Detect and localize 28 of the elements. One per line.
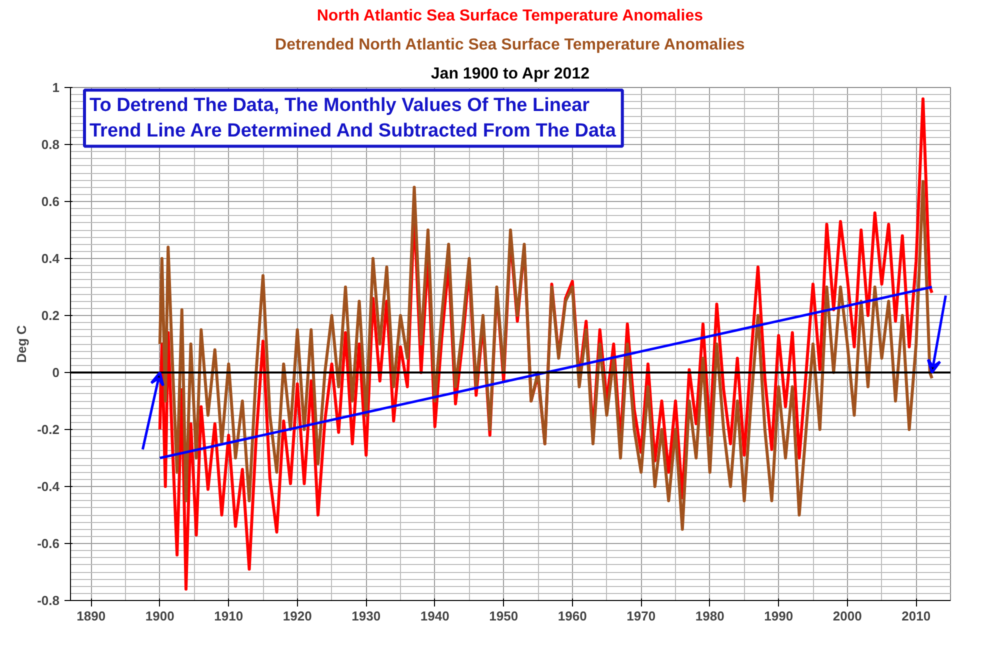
y-tick-label: 0.6 xyxy=(41,194,60,209)
x-tick-label: 1990 xyxy=(764,608,794,624)
y-axis-title: Deg C xyxy=(14,324,30,363)
x-tick-label: 1900 xyxy=(145,608,174,624)
x-tick-label: 1920 xyxy=(282,608,312,624)
y-tick-label: 0.2 xyxy=(41,308,60,323)
x-tick-label: 1930 xyxy=(352,608,381,624)
x-tick-label: 2010 xyxy=(902,608,931,624)
y-tick-label: 1 xyxy=(52,80,60,95)
y-tick-label: 0.4 xyxy=(41,251,60,266)
x-tick-label: 2000 xyxy=(832,608,862,624)
y-tick-label: -0.4 xyxy=(37,479,60,494)
x-tick-label: 1980 xyxy=(695,608,724,624)
text: Jan 1900 to Apr 2012 xyxy=(430,66,590,82)
y-tick-label: -0.6 xyxy=(37,536,60,551)
x-tick-label: 1910 xyxy=(214,608,244,624)
x-tick-label: 1950 xyxy=(489,608,518,624)
y-tick-label: 0.8 xyxy=(41,137,60,152)
y-tick-label: 0 xyxy=(52,365,60,380)
chart-title: North Atlantic Sea Surface Temperature Anomalies xyxy=(316,8,704,24)
x-tick-label: 1970 xyxy=(626,608,656,624)
annotation: To Detrend The Data, The Monthly Values Of The Linear Trend Line Are Determined And Subtracted From The Data xyxy=(90,95,616,142)
y-tick-label: -0.2 xyxy=(37,422,60,437)
x-tick-label: 1890 xyxy=(76,608,106,624)
y-tick-label: -0.8 xyxy=(37,593,60,608)
chart-subtitle: Detrended North Atlantic Sea Surface Temperature Anomalies xyxy=(275,36,745,54)
x-tick-label: 1940 xyxy=(420,608,450,624)
x-tick-label: 1960 xyxy=(558,608,587,624)
